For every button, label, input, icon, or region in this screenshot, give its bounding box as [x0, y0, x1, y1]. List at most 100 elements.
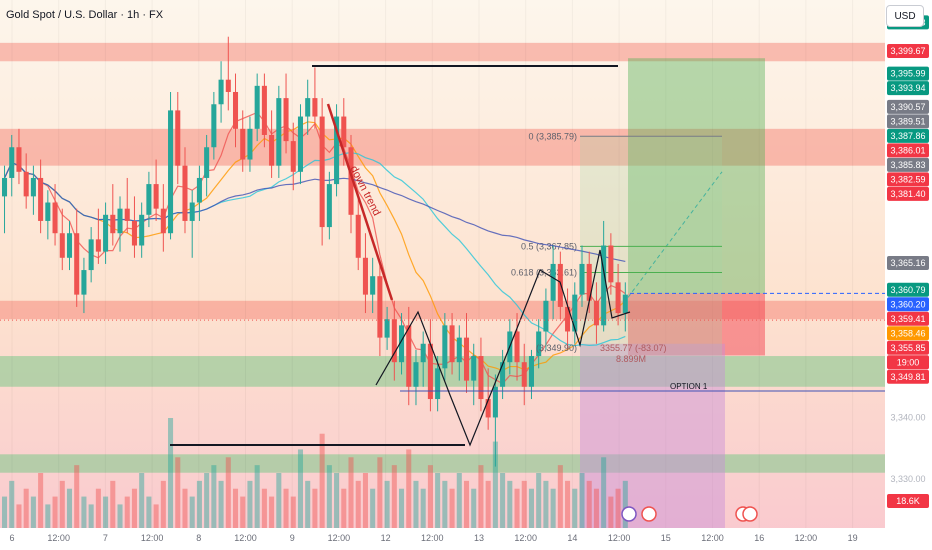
- time-tick: 12:00: [608, 533, 631, 543]
- candle-body: [74, 233, 80, 295]
- candle-body: [593, 300, 599, 326]
- candle-body: [463, 337, 470, 381]
- volume-bar: [218, 480, 224, 528]
- volume-bar: [297, 449, 304, 528]
- candle-body: [391, 319, 397, 363]
- support-zone: [0, 454, 885, 473]
- time-tick: 6: [9, 533, 14, 543]
- price-tag-text: 3,399.67: [890, 46, 925, 56]
- candle: [348, 134, 354, 234]
- candle-body: [9, 147, 15, 178]
- candle-body: [608, 245, 614, 283]
- currency-button[interactable]: USD: [886, 5, 924, 27]
- volume-bar: [189, 496, 195, 528]
- candle-body: [66, 233, 73, 258]
- volume-bar: [211, 465, 217, 528]
- time-tick: 12:00: [701, 533, 724, 543]
- candle: [182, 147, 188, 234]
- volume-bar: [478, 465, 484, 528]
- event-icon: [621, 506, 637, 522]
- candle-body: [247, 128, 253, 160]
- volume-bar: [348, 457, 354, 528]
- candle: [131, 196, 137, 258]
- candle: [2, 165, 8, 234]
- volume-bar: [420, 488, 426, 528]
- volume-bar: [384, 480, 390, 528]
- volume-bar: [608, 496, 614, 528]
- price-tag: 3,393.94: [887, 81, 929, 96]
- candle-body: [471, 356, 477, 381]
- price-tag: 3,387.86: [887, 128, 929, 143]
- candle: [326, 171, 332, 240]
- candle-body: [521, 362, 527, 387]
- price-tag-bg: [887, 369, 929, 384]
- candle: [601, 220, 607, 332]
- volume-bar: [59, 480, 65, 528]
- volume-bar: [427, 465, 433, 528]
- candle-body: [420, 343, 426, 363]
- volume-bar: [370, 488, 376, 528]
- candle-body: [579, 263, 585, 295]
- volume-bar: [45, 504, 51, 528]
- price-tag-text: 3,360.20: [890, 299, 925, 309]
- volume-bar: [9, 480, 15, 528]
- candle: [572, 282, 578, 344]
- candle: [319, 98, 325, 246]
- volume-bar: [305, 480, 311, 528]
- candle-body: [88, 239, 94, 271]
- candle: [110, 184, 116, 246]
- price-tag: 3,360.20: [887, 297, 929, 312]
- price-tag-text: 3,389.51: [890, 116, 925, 126]
- candle-body: [334, 116, 340, 185]
- volume-bar: [110, 480, 116, 528]
- event-icon: [641, 506, 657, 522]
- candle: [95, 208, 101, 264]
- candle-body: [45, 202, 51, 221]
- volume-bar: [601, 457, 607, 528]
- volume-bar: [153, 504, 159, 528]
- price-tag-bg: [887, 99, 929, 114]
- candle-body: [406, 325, 412, 387]
- volume-bar: [196, 480, 202, 528]
- candle-body: [95, 239, 101, 252]
- candle-body: [622, 294, 628, 314]
- candle-body: [240, 128, 246, 160]
- price-tag: 3,395.99: [887, 66, 929, 81]
- candle: [449, 313, 455, 375]
- volume-bar: [38, 473, 44, 528]
- candle-body: [59, 233, 65, 258]
- candle: [305, 79, 311, 135]
- candle-body: [557, 263, 563, 307]
- candle-body: [492, 386, 498, 418]
- candle-body: [413, 362, 419, 387]
- candle-body: [550, 263, 556, 301]
- candle-body: [377, 276, 383, 338]
- candle-body: [23, 171, 29, 197]
- trend-line: [326, 103, 394, 301]
- candle: [514, 313, 520, 381]
- price-tag-text: 3,358.46: [890, 328, 925, 338]
- volume-bar: [204, 473, 210, 528]
- chart-title: Gold Spot / U.S. Dollar · 1h · FX: [6, 9, 164, 21]
- candle: [435, 356, 441, 412]
- candle-body: [572, 294, 578, 332]
- time-tick: 12: [381, 533, 391, 543]
- volume-bar: [362, 473, 368, 528]
- volume-bars: [2, 418, 628, 528]
- candle: [261, 73, 267, 148]
- volume-bar: [528, 488, 534, 528]
- price-tag-text: 19:00: [897, 357, 920, 367]
- candle: [355, 196, 361, 271]
- candle-body: [362, 257, 368, 295]
- price-tag-bg: [887, 44, 929, 59]
- candle-body: [189, 202, 195, 221]
- price-tag: 3,390.57: [887, 99, 929, 114]
- volume-bar: [500, 473, 506, 528]
- candle-body: [276, 98, 282, 166]
- volume-bar: [543, 480, 549, 528]
- candle-body: [355, 214, 361, 258]
- candle: [247, 116, 253, 172]
- candle: [218, 61, 224, 123]
- price-tag-text: 3,390.57: [890, 102, 925, 112]
